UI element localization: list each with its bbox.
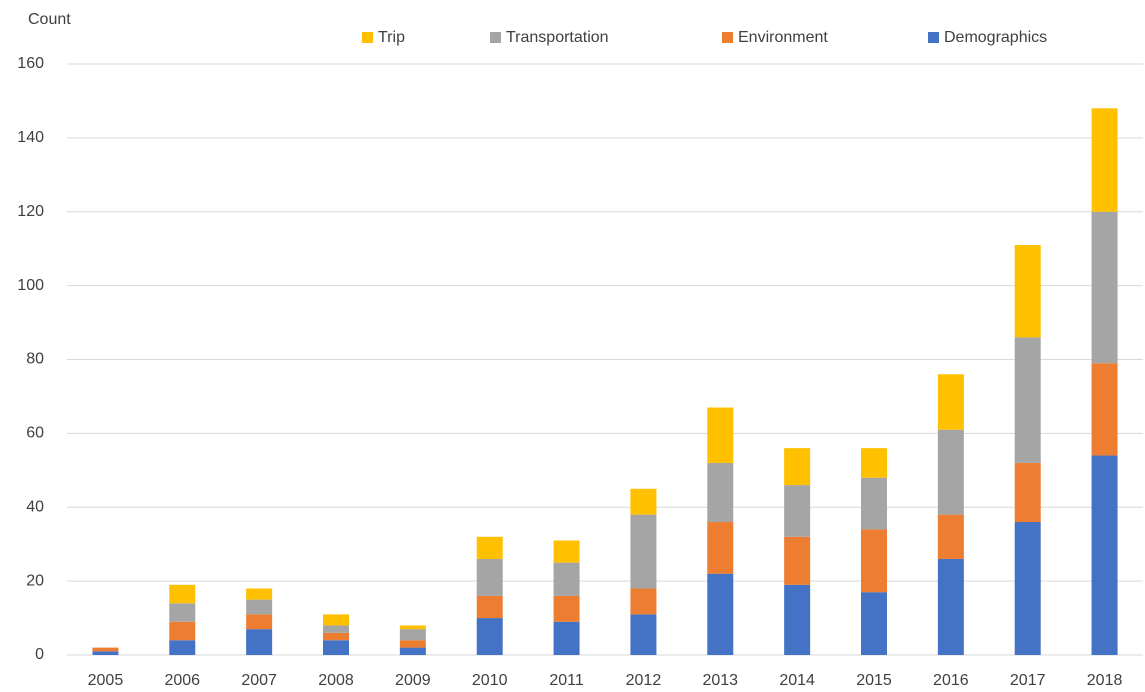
bar-segment — [92, 651, 119, 655]
y-tick-label: 100 — [17, 277, 44, 294]
bar-segment — [937, 514, 964, 559]
x-tick-label: 2016 — [933, 672, 969, 689]
y-tick-label: 40 — [26, 498, 44, 515]
x-tick-label: 2009 — [395, 672, 431, 689]
bar-segment — [861, 448, 887, 478]
bar-segment — [1091, 363, 1118, 456]
x-tick-label: 2015 — [856, 672, 892, 689]
bar-segment — [707, 573, 734, 655]
bar-segment — [553, 562, 580, 596]
bar-segment — [707, 407, 734, 463]
bar-segment — [476, 618, 503, 655]
legend-label: Trip — [378, 29, 405, 46]
bar-segment — [937, 558, 964, 655]
bar-segment — [784, 536, 811, 585]
bar-segment — [476, 558, 503, 596]
bar-segment — [399, 629, 426, 641]
bar-segment — [630, 614, 657, 655]
y-tick-label: 20 — [26, 572, 44, 589]
bar-segment — [399, 640, 426, 648]
bar-segment — [246, 588, 273, 600]
bar-segment — [399, 647, 426, 655]
bar-segment — [937, 429, 964, 515]
bar-segment — [169, 603, 196, 622]
bar-segment — [553, 595, 580, 622]
y-tick-label: 0 — [35, 646, 44, 663]
bar-segment — [630, 488, 657, 515]
y-tick-label: 80 — [26, 351, 44, 368]
x-tick-label: 2010 — [472, 672, 508, 689]
bar-segment — [630, 588, 657, 615]
bar-segment — [169, 640, 196, 655]
bar-segment — [784, 485, 811, 537]
x-tick-label: 2018 — [1087, 672, 1123, 689]
bar-segment — [323, 625, 349, 633]
bar-segment — [630, 514, 657, 589]
bar-segment — [1091, 211, 1118, 364]
x-tick-label: 2011 — [549, 672, 584, 689]
y-axis-label: Count — [28, 11, 71, 28]
x-tick-label: 2013 — [702, 672, 738, 689]
bar-segment — [246, 599, 273, 615]
bar-segment — [323, 614, 349, 626]
bar-segment — [246, 629, 273, 655]
legend-swatch — [362, 32, 373, 43]
bar-segment — [169, 584, 196, 604]
bar-segment — [476, 595, 503, 619]
legend-swatch — [928, 32, 939, 43]
bar-segment — [937, 374, 964, 430]
x-tick-label: 2017 — [1010, 672, 1046, 689]
x-tick-label: 2007 — [241, 672, 277, 689]
bar-segment — [1014, 522, 1041, 655]
bar-segment — [707, 522, 734, 574]
legend-swatch — [490, 32, 501, 43]
bar-segment — [323, 640, 349, 655]
bar-segment — [861, 529, 887, 593]
x-tick-label: 2008 — [318, 672, 354, 689]
bar-segment — [784, 448, 811, 486]
x-tick-label: 2005 — [88, 672, 124, 689]
bar-segment — [476, 536, 503, 559]
bar-segment — [1014, 462, 1041, 523]
legend-label: Transportation — [506, 29, 609, 46]
bar-segment — [1091, 108, 1118, 212]
x-tick-label: 2012 — [626, 672, 662, 689]
bar-segment — [246, 614, 273, 630]
bar-segment — [784, 584, 811, 655]
bar-segment — [1091, 455, 1118, 655]
bar-segment — [861, 477, 887, 530]
bar-segment — [92, 647, 119, 652]
x-tick-label: 2006 — [164, 672, 200, 689]
y-tick-label: 120 — [17, 203, 44, 220]
bar-segment — [553, 540, 580, 563]
bar-segment — [1014, 244, 1041, 338]
y-tick-label: 60 — [26, 425, 44, 442]
x-tick-label: 2014 — [779, 672, 815, 689]
bar-segment — [323, 632, 349, 641]
bar-segment — [1014, 337, 1041, 463]
legend-label: Environment — [738, 29, 828, 46]
bar-segment — [399, 625, 426, 630]
y-tick-label: 140 — [17, 129, 44, 146]
y-tick-label: 160 — [17, 55, 44, 72]
bar-segment — [169, 621, 196, 641]
legend-swatch — [722, 32, 733, 43]
bar-segment — [553, 621, 580, 655]
bar-segment — [707, 462, 734, 523]
legend-label: Demographics — [944, 29, 1047, 46]
bar-segment — [861, 592, 887, 655]
